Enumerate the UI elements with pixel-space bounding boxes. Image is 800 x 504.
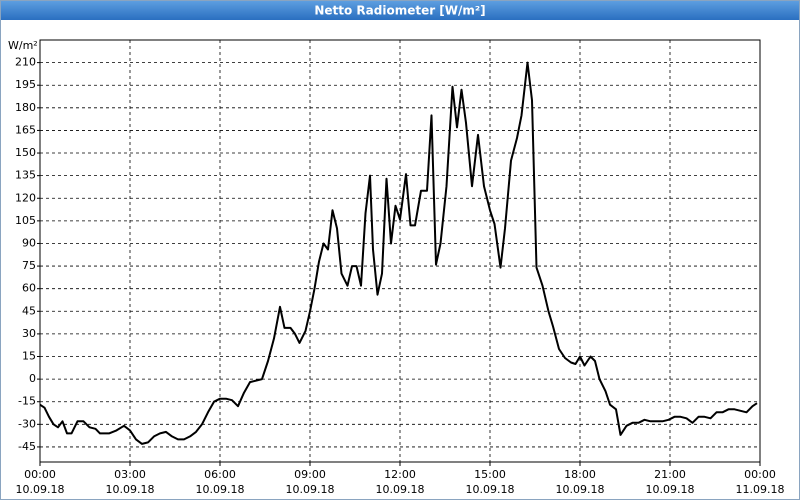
y-tick-label: 195: [15, 78, 36, 91]
y-tick-label: -45: [18, 440, 36, 453]
x-tick-date: 10.09.18: [196, 483, 245, 496]
y-tick-label: 210: [15, 56, 36, 69]
x-tick-date: 10.09.18: [286, 483, 335, 496]
y-tick-label: 180: [15, 101, 36, 114]
chart-title: Netto Radiometer [W/m²]: [314, 4, 485, 18]
x-tick-label: 00:00: [24, 468, 56, 481]
x-tick-date: 10.09.18: [16, 483, 65, 496]
x-tick-label: 21:00: [654, 468, 686, 481]
y-tick-label: 0: [29, 372, 36, 385]
y-unit-label: W/m²: [8, 39, 38, 52]
y-tick-label: 90: [22, 236, 36, 249]
y-tick-label: 120: [15, 191, 36, 204]
y-tick-label: 165: [15, 123, 36, 136]
y-tick-label: -15: [18, 395, 36, 408]
x-tick-label: 03:00: [114, 468, 146, 481]
x-tick-label: 12:00: [384, 468, 416, 481]
x-tick-date: 11.09.18: [736, 483, 785, 496]
x-tick-date: 10.09.18: [466, 483, 515, 496]
x-tick-label: 15:00: [474, 468, 506, 481]
y-tick-label: 135: [15, 169, 36, 182]
x-tick-date: 10.09.18: [556, 483, 605, 496]
title-bar: [1, 1, 799, 20]
x-tick-date: 10.09.18: [106, 483, 155, 496]
data-line: [39, 61, 758, 445]
y-tick-label: 105: [15, 214, 36, 227]
y-tick-label: 60: [22, 282, 36, 295]
y-tick-label: 150: [15, 146, 36, 159]
x-tick-label: 06:00: [204, 468, 236, 481]
x-tick-label: 18:00: [564, 468, 596, 481]
y-tick-label: 75: [22, 259, 36, 272]
y-tick-label: -30: [18, 417, 36, 430]
y-tick-label: 45: [22, 304, 36, 317]
y-tick-label: 15: [22, 350, 36, 363]
x-tick-date: 10.09.18: [376, 483, 425, 496]
x-tick-label: 00:00: [744, 468, 776, 481]
y-tick-label: 30: [22, 327, 36, 340]
x-tick-label: 09:00: [294, 468, 326, 481]
x-tick-date: 10.09.18: [646, 483, 695, 496]
